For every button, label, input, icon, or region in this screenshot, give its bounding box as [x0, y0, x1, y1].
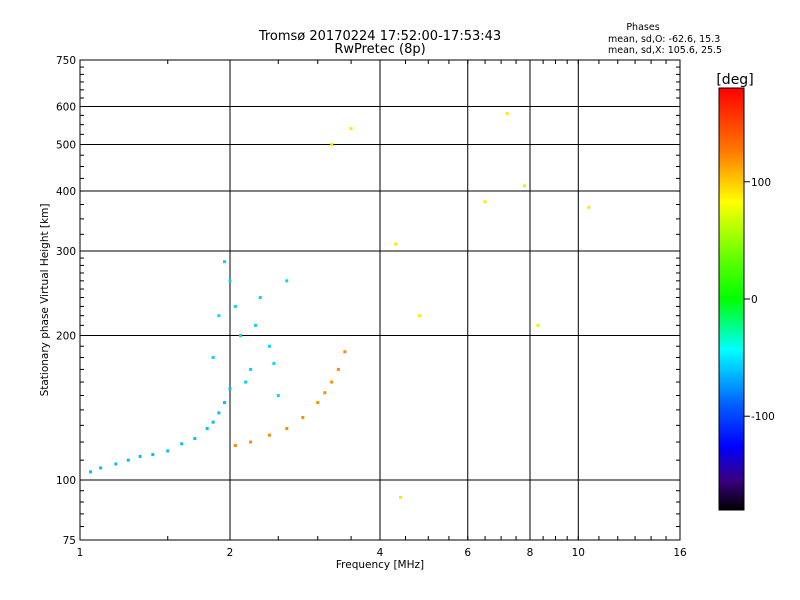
data-point — [316, 401, 320, 405]
data-point — [285, 279, 289, 283]
data-point — [239, 334, 243, 338]
data-point — [89, 470, 93, 474]
data-point — [223, 401, 227, 405]
x-tick-label: 2 — [227, 547, 234, 559]
data-point — [323, 391, 327, 395]
data-point — [217, 314, 221, 318]
y-tick-label: 750 — [56, 55, 76, 67]
x-axis-label: Frequency [MHz] — [336, 559, 424, 571]
legend: Phases mean, sd,O: -62.6, 15.3 mean, sd,… — [608, 22, 722, 56]
data-point — [394, 242, 398, 246]
data-point — [193, 437, 197, 441]
data-point — [217, 411, 221, 415]
colorbar-tick-label: -100 — [751, 411, 775, 423]
data-point — [343, 350, 347, 354]
x-axis: 1 2 4 6 8 10 16 — [77, 60, 687, 559]
y-tick-label: 100 — [56, 475, 76, 487]
data-point — [249, 440, 253, 444]
y-tick-label: 75 — [63, 535, 76, 547]
data-point — [330, 143, 334, 147]
data-point — [301, 415, 305, 419]
chart-title: Tromsø 20170224 17:52:00-17:53:43 — [258, 29, 501, 44]
data-point — [249, 367, 253, 371]
data-point — [285, 427, 289, 431]
data-point — [253, 323, 257, 327]
data-point — [233, 304, 237, 308]
data-points — [89, 112, 591, 499]
data-point — [114, 462, 118, 466]
y-axis: 75 100 200 300 400 500 600 750 — [56, 55, 680, 547]
data-point — [233, 444, 237, 448]
data-point — [272, 361, 276, 365]
x-tick-label: 10 — [572, 547, 585, 559]
grid — [80, 60, 680, 540]
chart-subtitle: RwPretec (8p) — [334, 42, 425, 57]
legend-line-o: mean, sd,O: -62.6, 15.3 — [608, 34, 720, 45]
y-tick-label: 400 — [56, 186, 76, 198]
legend-line-x: mean, sd,X: 105.6, 25.5 — [608, 45, 722, 56]
data-point — [180, 442, 184, 446]
data-point — [523, 184, 527, 188]
legend-title: Phases — [626, 22, 659, 33]
data-point — [587, 205, 591, 209]
data-point — [126, 458, 130, 462]
x-tick-label: 6 — [464, 547, 471, 559]
colorbar: [deg] 100 0 -100 — [716, 72, 775, 511]
y-tick-label: 300 — [56, 246, 76, 258]
data-point — [151, 453, 155, 457]
data-point — [505, 112, 509, 116]
data-point — [417, 314, 421, 318]
data-point — [399, 495, 403, 499]
y-tick-label: 200 — [56, 331, 76, 343]
data-point — [99, 466, 103, 470]
data-point — [349, 126, 353, 130]
x-tick-label: 8 — [527, 547, 534, 559]
y-axis-label: Stationary phase Virtual Height [km] — [39, 204, 51, 397]
data-point — [205, 427, 209, 431]
data-point — [483, 200, 487, 204]
data-point — [211, 355, 215, 359]
x-tick-label: 1 — [77, 547, 84, 559]
colorbar-tick-label: 0 — [751, 294, 758, 306]
data-point — [536, 323, 540, 327]
data-point — [258, 296, 262, 300]
y-tick-label: 600 — [56, 102, 76, 114]
data-point — [166, 449, 170, 453]
x-tick-label: 4 — [377, 547, 384, 559]
data-point — [223, 260, 227, 264]
data-point — [228, 387, 232, 391]
data-point — [276, 394, 280, 398]
data-point — [267, 433, 271, 437]
y-tick-label: 500 — [56, 140, 76, 152]
data-point — [211, 420, 215, 424]
data-point — [330, 380, 334, 384]
data-point — [244, 380, 248, 384]
data-point — [138, 454, 142, 458]
data-point — [336, 367, 340, 371]
data-point — [267, 344, 271, 348]
colorbar-gradient — [718, 87, 745, 511]
colorbar-tick-label: 100 — [751, 177, 771, 189]
colorbar-label: [deg] — [716, 72, 753, 88]
data-point — [228, 279, 232, 283]
x-tick-label: 16 — [673, 547, 687, 559]
